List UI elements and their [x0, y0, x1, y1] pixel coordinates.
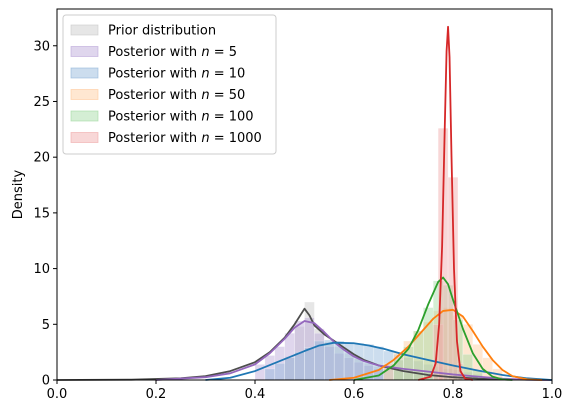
legend-entry-label: Posterior with n = 5	[108, 45, 237, 60]
histogram-bar	[284, 357, 295, 381]
histogram-bar	[294, 351, 305, 381]
legend-swatch	[70, 89, 99, 100]
legend-entry-label: Posterior with n = 10	[108, 67, 245, 82]
histogram-bar	[324, 339, 335, 381]
axes-layer: 0.0 0.2 0.4 0.6 0.8 1.0 0 5 10 15 20 25 30 Density	[11, 8, 563, 402]
x-tick-label: 0.0	[47, 387, 68, 402]
y-tick-label: 20	[33, 151, 50, 166]
y-tick-label: 0	[42, 374, 50, 389]
y-tick-label: 25	[33, 95, 50, 110]
histogram-bar	[304, 347, 315, 381]
histogram-bar	[274, 363, 285, 381]
legend-entry-label: Posterior with n = 1000	[108, 131, 262, 146]
x-tick-label: 1.0	[542, 387, 563, 402]
legend-swatch	[70, 110, 99, 122]
legend-entry-label: Prior distribution	[108, 24, 216, 39]
kde-curve-5	[418, 25, 473, 381]
legend-swatch	[70, 132, 99, 143]
kde-curve-4	[353, 276, 513, 381]
histogram-layer	[254, 127, 503, 381]
legend-entry-label: Posterior with n = 50	[108, 88, 245, 103]
x-tick-label: 0.8	[443, 387, 464, 402]
legend-swatch	[70, 46, 99, 57]
y-tick-label: 15	[33, 206, 50, 221]
histogram-bar	[423, 307, 434, 381]
histogram-bar	[264, 368, 276, 381]
legend-swatch	[70, 67, 99, 79]
legend-box	[62, 14, 277, 155]
x-tick-label: 0.6	[344, 387, 365, 402]
kde-curve-3	[329, 308, 543, 381]
x-tick-label: 0.2	[146, 387, 167, 402]
y-tick-label: 30	[33, 39, 50, 54]
legend-swatch	[70, 24, 99, 36]
legend-entry-label: Posterior with n = 100	[108, 110, 254, 125]
x-tick-label: 0.4	[245, 387, 266, 402]
y-axis-label: Density	[11, 169, 26, 219]
kde-curve-1	[155, 320, 553, 381]
y-tick-label: 5	[42, 318, 50, 333]
plot-frame	[56, 8, 553, 381]
legend: Prior distribution Posterior with n = 5 Po…	[62, 14, 277, 155]
kde-curve-0	[56, 307, 553, 381]
kde-curve-layer	[56, 25, 553, 381]
y-tick-label: 10	[33, 262, 50, 277]
